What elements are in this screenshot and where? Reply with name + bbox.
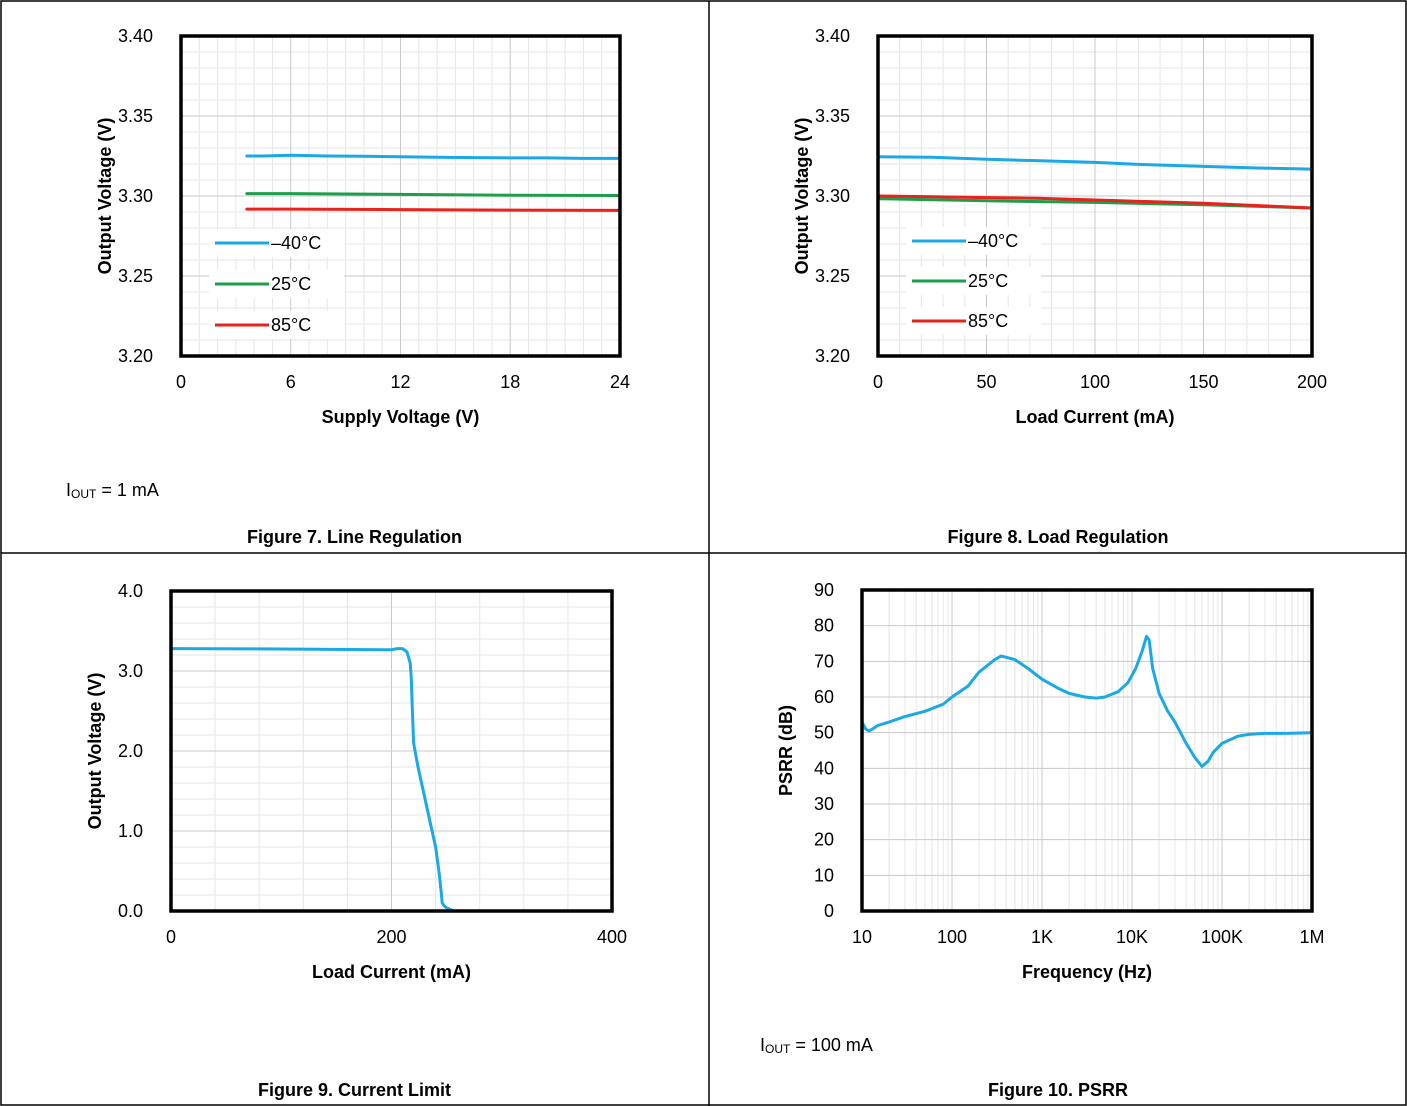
figure-caption: Figure 10. PSRR: [987, 1080, 1129, 1100]
figure-load-regulation: –40°C 25°C 85°C 0 50 100 150 200 3.20 3.25 3.30 3.3…: [709, 0, 1407, 553]
x-tick-label: 12: [390, 372, 410, 392]
x-tick-label: 6: [286, 372, 296, 392]
x-tick-label: 100K: [1201, 927, 1243, 947]
series-line-1: [876, 155, 1314, 171]
series-line-3: [876, 194, 1314, 210]
y-axis-label: Output Voltage (V): [792, 118, 812, 275]
series-line-2: [245, 192, 622, 197]
x-axis-label: Supply Voltage (V): [322, 407, 480, 427]
y-tick-label: 20: [814, 830, 834, 850]
y-tick-label: 3.25: [815, 266, 850, 286]
figure-caption: Figure 7. Line Regulation: [246, 527, 462, 547]
y-tick-label: 3.40: [118, 26, 153, 46]
y-tick-label: 40: [814, 758, 834, 778]
x-tick-label: 100: [1080, 372, 1110, 392]
plot-area-frame: [860, 588, 1314, 913]
x-axis-label: Load Current (mA): [1016, 407, 1175, 427]
y-axis-label: PSRR (dB): [776, 705, 796, 796]
chart-load-regulation: –40°C 25°C 85°C 0 50 100 150 200 3.20 3.25 3.30 3.3…: [792, 26, 1327, 427]
y-tick-label: 3.20: [815, 346, 850, 366]
x-tick-label: 200: [1297, 372, 1327, 392]
legend-label-2: 25°C: [968, 271, 1008, 291]
chart-current-limit: 0 200 400 0.0 1.0 2.0 3.0 4.0 Load Current (mA) O…: [85, 581, 627, 982]
x-tick-label: 24: [610, 372, 630, 392]
x-tick-label: 0: [873, 372, 883, 392]
series-line-1: [245, 153, 622, 160]
figure-line-regulation: –40°C 25°C 85°C 0 6 12 18 24 3.20 3.25 3.30 3.35 3.4…: [0, 0, 709, 553]
figure-caption: Figure 9. Current Limit: [257, 1080, 452, 1100]
test-condition: IOUT = 1 mA: [66, 480, 159, 501]
test-condition: IOUT = 100 mA: [760, 1035, 873, 1056]
legend-label-1: –40°C: [968, 231, 1018, 251]
x-tick-label: 200: [376, 927, 406, 947]
y-tick-label: 70: [814, 651, 834, 671]
x-tick-label: 18: [500, 372, 520, 392]
y-tick-label: 60: [814, 687, 834, 707]
plot-area-frame: [169, 589, 614, 913]
x-tick-label: 0: [166, 927, 176, 947]
y-tick-label: 2.0: [118, 741, 143, 761]
series-line-1: [860, 634, 1314, 768]
y-tick-label: 0: [824, 901, 834, 921]
y-tick-label: 80: [814, 616, 834, 636]
y-tick-label: 1.0: [118, 821, 143, 841]
figure-current-limit: 0 200 400 0.0 1.0 2.0 3.0 4.0 Load Current (mA) O…: [0, 553, 709, 1106]
x-tick-label: 1K: [1031, 927, 1053, 947]
y-tick-label: 30: [814, 794, 834, 814]
y-tick-label: 3.35: [815, 106, 850, 126]
x-tick-label: 0: [176, 372, 186, 392]
series-line-3: [245, 207, 622, 212]
y-axis-label: Output Voltage (V): [85, 673, 105, 830]
y-tick-label: 4.0: [118, 581, 143, 601]
figure-caption: Figure 8. Load Regulation: [947, 527, 1169, 547]
y-tick-label: 3.35: [118, 106, 153, 126]
y-tick-label: 3.30: [118, 186, 153, 206]
x-axis-label: Load Current (mA): [312, 962, 471, 982]
x-tick-label: 50: [976, 372, 996, 392]
x-tick-label: 1M: [1299, 927, 1324, 947]
plot-area-frame: [876, 34, 1314, 358]
legend-label-2: 25°C: [271, 274, 311, 294]
y-tick-label: 0.0: [118, 901, 143, 921]
y-tick-label: 3.20: [118, 346, 153, 366]
legend-label-1: –40°C: [271, 233, 321, 253]
x-tick-label: 400: [597, 927, 627, 947]
y-tick-label: 90: [814, 580, 834, 600]
plot-area-frame: [179, 34, 622, 358]
x-tick-label: 100: [937, 927, 967, 947]
figure-psrr: 10 100 1K 10K 100K 1M 0 10 20 30 40 50 60 70 80 90 Frequ…: [709, 553, 1407, 1106]
y-tick-label: 50: [814, 723, 834, 743]
legend-label-3: 85°C: [271, 315, 311, 335]
y-axis-label: Output Voltage (V): [95, 118, 115, 275]
legend-label-3: 85°C: [968, 311, 1008, 331]
y-tick-label: 3.0: [118, 661, 143, 681]
chart-psrr: 10 100 1K 10K 100K 1M 0 10 20 30 40 50 60 70 80 90 Frequ…: [776, 580, 1325, 982]
y-tick-label: 10: [814, 865, 834, 885]
x-tick-label: 150: [1188, 372, 1218, 392]
series-line-1: [169, 647, 455, 913]
x-axis-label: Frequency (Hz): [1022, 962, 1152, 982]
y-tick-label: 3.40: [815, 26, 850, 46]
y-tick-label: 3.30: [815, 186, 850, 206]
y-tick-label: 3.25: [118, 266, 153, 286]
x-tick-label: 10K: [1116, 927, 1148, 947]
chart-line-regulation: –40°C 25°C 85°C 0 6 12 18 24 3.20 3.25 3.30 3.35 3.4…: [95, 26, 630, 427]
x-tick-label: 10: [852, 927, 872, 947]
